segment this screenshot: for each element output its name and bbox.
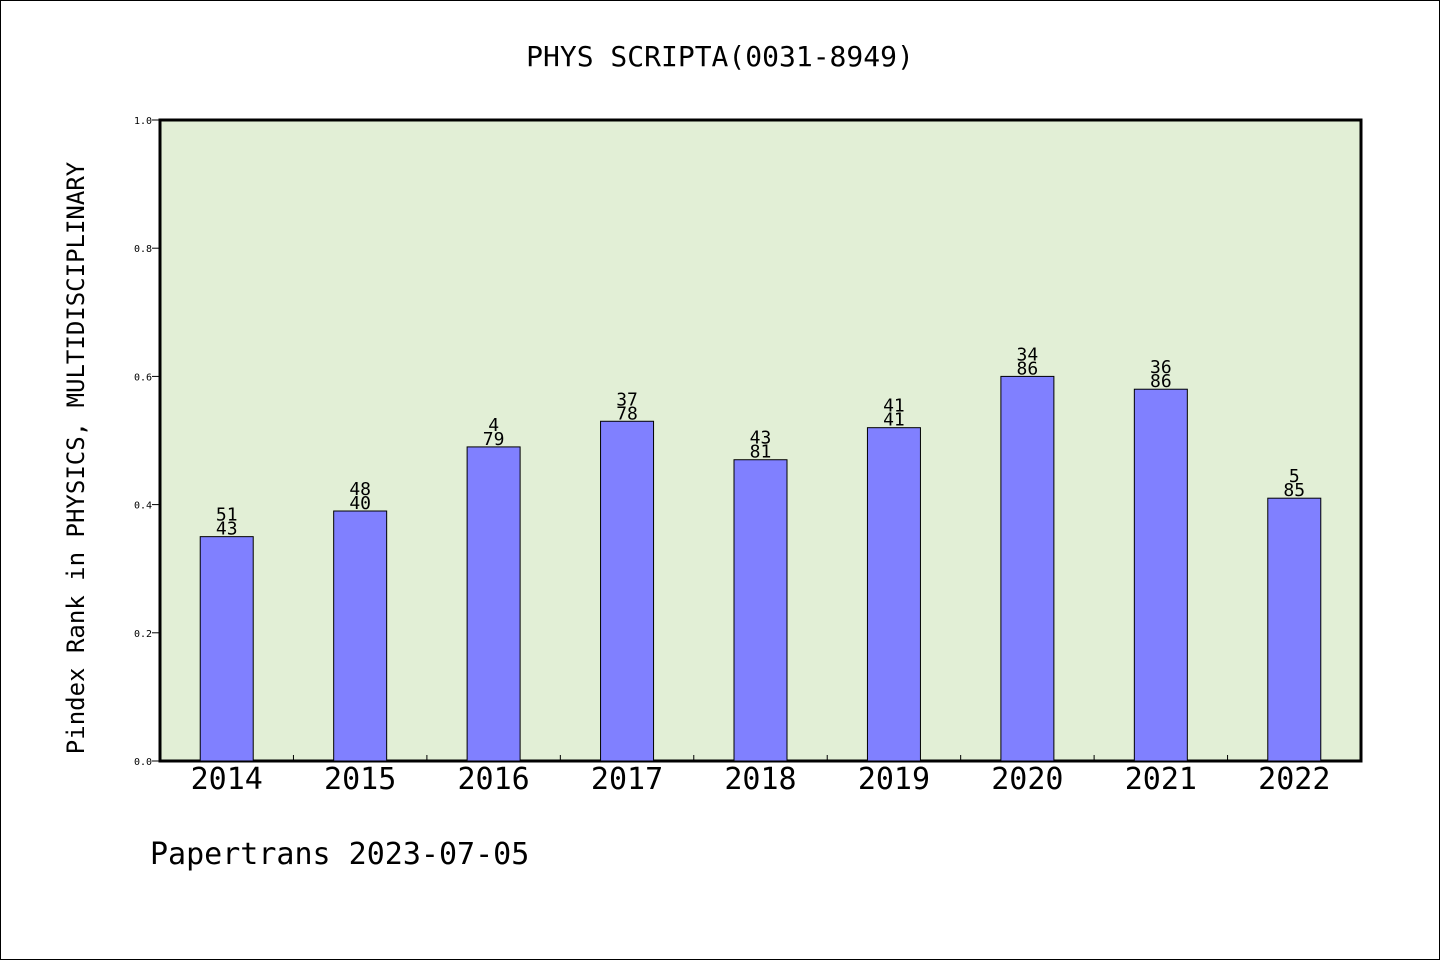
bar-value-label: 43: [750, 428, 772, 449]
bar-value-label: 37: [616, 389, 638, 410]
x-tick-label: 2018: [724, 762, 796, 797]
bars: [199, 375, 1322, 762]
bar-value-label: 48: [349, 479, 371, 500]
bar-value-label: 5: [1289, 466, 1300, 487]
bar: [1267, 497, 1322, 762]
y-tick-label: 0.8: [134, 244, 152, 255]
bar-value-label: 85: [1283, 480, 1305, 501]
x-tick-label: 2017: [591, 762, 663, 797]
bar: [1000, 375, 1055, 762]
x-tick-label: 2022: [1258, 762, 1330, 797]
bar-value-label: 51: [216, 505, 238, 526]
x-tick-label: 2021: [1125, 762, 1197, 797]
x-tick-label: 2019: [858, 762, 930, 797]
bar-value-label: 40: [349, 493, 371, 514]
y-axis-ticks: 0.0 0.2 0.4 0.6 0.8 1.0: [134, 116, 160, 768]
y-tick-label: 0.4: [134, 501, 152, 512]
y-axis-label: Pindex Rank in PHYSICS, MULTIDISCIPLINAR…: [62, 161, 90, 754]
y-tick-label: 0.0: [134, 757, 152, 768]
bar-value-label: 36: [1150, 357, 1172, 378]
bar: [199, 536, 254, 762]
bar: [466, 446, 521, 762]
bar-value-label: 34: [1017, 344, 1039, 365]
bar-value-label: 43: [216, 519, 238, 540]
bar: [1133, 388, 1188, 762]
x-axis-ticks: 2014 2015 2016 2017 2018 2019 2020 2021 2022: [191, 755, 1330, 797]
bar-value-label: 41: [883, 410, 905, 431]
x-tick-label: 2020: [991, 762, 1063, 797]
bar-value-label: 81: [750, 442, 772, 463]
bar-value-label: 78: [616, 403, 638, 424]
x-tick-label: 2015: [324, 762, 396, 797]
bar: [733, 459, 788, 762]
x-tick-label: 2014: [191, 762, 263, 797]
bar: [866, 427, 921, 762]
bar-value-label: 41: [883, 396, 905, 417]
bar-value-label: 86: [1017, 358, 1039, 379]
footer-credit: Papertrans 2023-07-05: [150, 837, 529, 872]
bar-value-label: 4: [488, 415, 499, 436]
x-tick-label: 2016: [457, 762, 529, 797]
bar-value-label: 86: [1150, 371, 1172, 392]
y-tick-label: 0.2: [134, 629, 152, 640]
y-tick-label: 1.0: [134, 116, 152, 127]
y-tick-label: 0.6: [134, 372, 152, 383]
bar: [600, 420, 655, 762]
bar: [333, 510, 388, 762]
bar-value-label: 79: [483, 429, 505, 450]
chart-title: PHYS SCRIPTA(0031-8949): [526, 40, 914, 73]
